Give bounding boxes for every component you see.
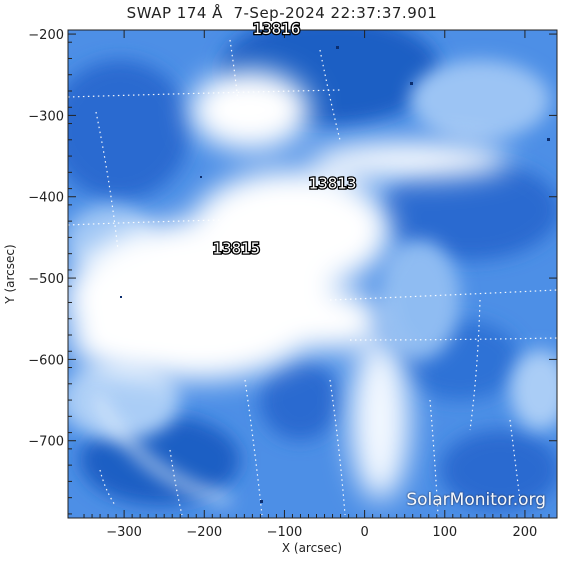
watermark: SolarMonitor.org bbox=[406, 490, 546, 510]
chart-title: SWAP 174 Å 7-Sep-2024 22:37:37.901 bbox=[126, 4, 438, 22]
y-axis-label: Y (arcsec) bbox=[3, 244, 17, 304]
axis-ticks: −300 −200 −100 0 100 200 −200 −300 −400 −500 −600 −… bbox=[28, 28, 557, 540]
map-arc bbox=[90, 392, 232, 505]
region-label-13816: 13816 bbox=[253, 20, 301, 38]
region-label-13815: 13815 bbox=[212, 240, 260, 258]
y-tick-label: −600 bbox=[28, 353, 64, 368]
x-tick-label: 100 bbox=[432, 525, 457, 540]
x-tick-label: 0 bbox=[360, 525, 368, 540]
x-axis-label: X (arcsec) bbox=[282, 541, 342, 555]
x-tick-label: −100 bbox=[267, 525, 303, 540]
plot-frame bbox=[67, 29, 558, 519]
region-label-13813: 13813 bbox=[309, 175, 357, 193]
x-tick-label: −300 bbox=[106, 525, 142, 540]
y-tick-label: −300 bbox=[28, 109, 64, 124]
map-bright-regions bbox=[68, 70, 510, 500]
y-tick-label: −400 bbox=[28, 191, 64, 206]
y-tick-label: −200 bbox=[28, 28, 64, 43]
x-tick-label: −200 bbox=[186, 525, 222, 540]
y-tick-label: −700 bbox=[28, 435, 64, 450]
region-labels: 13816 13813 13815 bbox=[211, 19, 358, 259]
map-speckles bbox=[120, 46, 550, 503]
heliographic-grid bbox=[68, 39, 557, 516]
x-tick-label: 200 bbox=[513, 525, 538, 540]
y-tick-label: −500 bbox=[28, 272, 64, 287]
